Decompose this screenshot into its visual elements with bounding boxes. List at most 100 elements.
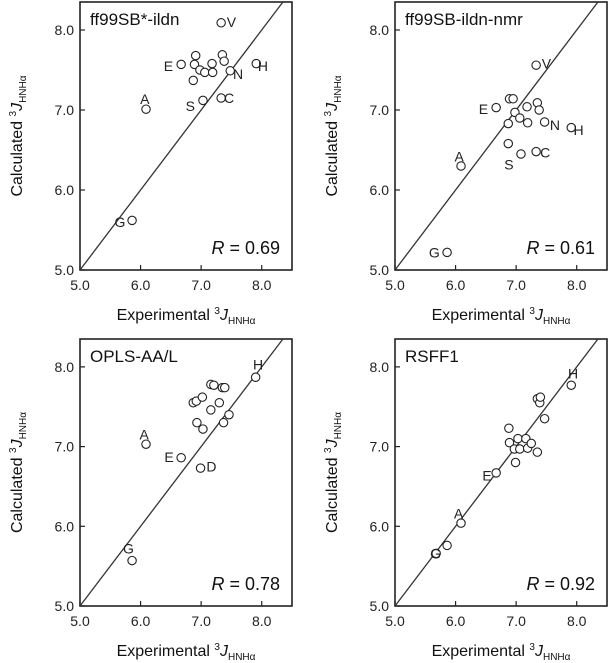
data-point [491, 468, 501, 478]
data-point [200, 67, 210, 78]
point-label: A [140, 427, 150, 443]
panel-title: RSFF1 [405, 347, 459, 366]
point-label: E [479, 101, 488, 117]
y-tick-label: 6.0 [55, 182, 75, 198]
data-point [206, 405, 216, 415]
point-label: H [258, 58, 268, 74]
x-tick-label: 7.0 [506, 613, 526, 629]
y-tick-label: 6.0 [370, 182, 390, 198]
data-point [176, 59, 186, 70]
x-tick-label: 6.0 [131, 613, 151, 629]
identity-line [394, 1, 599, 271]
point-label: C [224, 90, 234, 106]
data-point [535, 392, 546, 402]
identity-line [79, 338, 284, 607]
data-point [192, 417, 202, 428]
y-tick-label: 5.0 [55, 598, 75, 614]
point-label: A [140, 91, 150, 107]
data-point [510, 457, 521, 468]
data-point [189, 59, 200, 70]
plot-frame [394, 1, 608, 271]
data-point [141, 104, 151, 114]
point-label: H [253, 357, 263, 373]
y-tick-label: 5.0 [55, 262, 75, 278]
data-point [491, 102, 501, 113]
panel-3: 5.0 6.0 7.0 8.0 5.0 6.0 7.0 8.0 G AE D H OPLS-AA/L R … [8, 338, 293, 663]
point-label: A [455, 148, 465, 164]
data-point [522, 102, 532, 112]
x-tick-label: 7.0 [191, 613, 211, 629]
panel-1: 5.0 6.0 7.0 8.0 5.0 6.0 7.0 8.0 G A E S CN H Vff99SB*-… [8, 1, 293, 327]
x-tick-label: 7.0 [191, 277, 211, 293]
y-tick-label: 5.0 [370, 598, 390, 614]
plot-frame [79, 338, 293, 607]
x-tick-label: 6.0 [446, 277, 466, 293]
x-tick-label: 5.0 [385, 277, 405, 293]
point-label: D [206, 459, 216, 475]
data-point [216, 93, 226, 103]
point-label: A [454, 506, 464, 522]
y-tick-label: 7.0 [55, 439, 75, 455]
point-label: E [164, 58, 173, 74]
data-point [442, 247, 452, 258]
data-point [516, 149, 526, 159]
x-tick-label: 6.0 [446, 613, 466, 629]
panel-4: 5.0 6.0 7.0 8.0 5.0 6.0 7.0 8.0 G A E H RSFF1 R = 0.9… [323, 338, 608, 663]
data-point [219, 56, 229, 66]
identity-line [79, 1, 284, 271]
point-label: V [227, 14, 237, 30]
data-point [218, 417, 229, 428]
data-point [515, 113, 525, 123]
y-tick-label: 7.0 [370, 102, 390, 118]
data-point [431, 548, 441, 559]
data-point [176, 453, 186, 463]
data-point [250, 372, 261, 383]
data-point [188, 75, 199, 86]
data-point [539, 117, 550, 127]
data-point [539, 413, 550, 424]
r-statistic: R = 0.69 [211, 238, 280, 258]
y-tick-label: 7.0 [55, 102, 75, 118]
data-point [207, 67, 218, 78]
data-point [456, 518, 466, 528]
data-point [503, 138, 514, 149]
y-tick-label: 8.0 [370, 359, 390, 375]
point-label: G [430, 545, 441, 561]
data-point [224, 409, 234, 420]
r-statistic: R = 0.61 [526, 238, 595, 258]
x-tick-label: 5.0 [385, 613, 405, 629]
x-axis-label: Experimental 3JHNHα [432, 306, 571, 327]
data-point [127, 555, 137, 566]
data-point [504, 437, 515, 448]
data-point [522, 118, 533, 128]
data-point [198, 424, 208, 434]
y-axis-label: Calculated 3JHNHα [323, 75, 344, 196]
data-point [225, 66, 235, 76]
x-tick-label: 6.0 [131, 277, 151, 293]
point-label: E [164, 449, 173, 465]
x-tick-label: 8.0 [567, 613, 587, 629]
data-point [526, 438, 537, 449]
x-tick-label: 5.0 [70, 277, 90, 293]
x-tick-label: 8.0 [567, 277, 587, 293]
data-point [141, 439, 151, 449]
x-tick-label: 5.0 [70, 613, 90, 629]
point-label: C [540, 144, 550, 160]
data-point [456, 161, 466, 171]
y-tick-label: 5.0 [370, 262, 390, 278]
point-label: G [115, 214, 126, 230]
data-point [195, 463, 206, 473]
x-axis-label: Experimental 3JHNHα [117, 642, 256, 663]
data-point [566, 122, 577, 133]
data-point [197, 392, 208, 402]
point-label: S [504, 156, 513, 172]
panel-title: OPLS-AA/L [90, 347, 178, 366]
data-point [503, 118, 514, 129]
y-tick-label: 8.0 [55, 359, 75, 375]
panel-2: 5.0 6.0 7.0 8.0 5.0 6.0 7.0 8.0 G A E S CN H Vff99SB-i… [323, 1, 608, 327]
data-point [515, 444, 525, 454]
data-point [207, 58, 217, 69]
data-point [198, 95, 208, 106]
panel-title: ff99SB-ildn-nmr [405, 10, 523, 29]
